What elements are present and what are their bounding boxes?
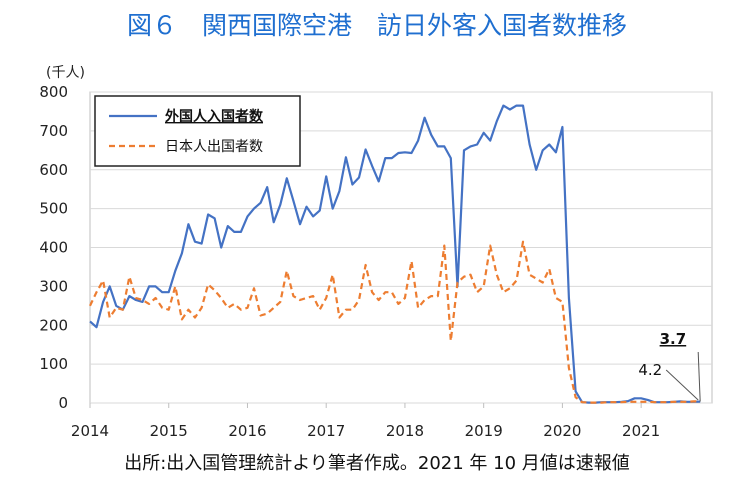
annotation-japanese-last-value: 4.2 bbox=[638, 361, 662, 379]
x-tick-label: 2020 bbox=[543, 422, 581, 440]
legend-label: 外国人入国者数 bbox=[165, 108, 264, 125]
chart-title: 図６ 関西国際空港 訪日外客入国者数推移 bbox=[126, 11, 627, 40]
legend-box bbox=[94, 95, 301, 167]
x-tick-label: 2019 bbox=[465, 422, 503, 440]
x-tick-label: 2017 bbox=[307, 422, 345, 440]
x-tick-label: 2021 bbox=[622, 422, 660, 440]
y-tick-label: 200 bbox=[39, 316, 68, 334]
y-tick-label: 400 bbox=[39, 239, 68, 257]
y-tick-label: 500 bbox=[39, 200, 68, 218]
annotation-foreign-last-value: 3.7 bbox=[660, 330, 687, 348]
series-line-japanese-departures bbox=[89, 240, 701, 404]
legend-label: 日本人出国者数 bbox=[165, 139, 263, 155]
annotation-leader-line bbox=[697, 351, 701, 402]
x-tick-label: 2016 bbox=[228, 422, 266, 440]
x-tick-label: 2014 bbox=[71, 422, 109, 440]
source-note: 出所:出入国管理統計より筆者作成。2021 年 10 月値は速報値 bbox=[124, 453, 630, 474]
x-tick-label: 2015 bbox=[150, 422, 188, 440]
y-tick-label: 800 bbox=[39, 83, 68, 101]
y-tick-label: 0 bbox=[58, 394, 68, 412]
y-axis-unit-label: (千人) bbox=[46, 65, 85, 81]
annotation-leader-line bbox=[665, 369, 699, 401]
y-tick-label: 600 bbox=[39, 161, 68, 179]
y-tick-label: 100 bbox=[39, 355, 68, 373]
series-line-foreign-arrivals bbox=[89, 104, 701, 404]
x-tick-label: 2018 bbox=[386, 422, 424, 440]
y-tick-label: 700 bbox=[39, 122, 68, 140]
y-tick-label: 300 bbox=[39, 277, 68, 295]
